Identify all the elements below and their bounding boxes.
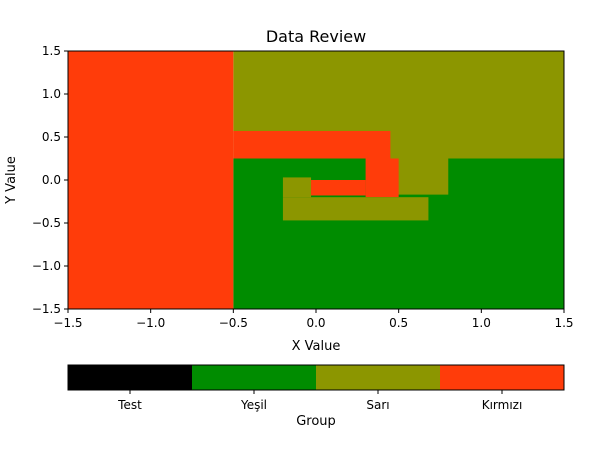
x-tick-label: 1.0 bbox=[472, 316, 491, 330]
y-tick-label: 0.0 bbox=[42, 173, 61, 187]
y-tick-label: 0.5 bbox=[42, 130, 61, 144]
colorbar-label: Group bbox=[296, 414, 336, 429]
x-tick-label: 0.0 bbox=[306, 316, 325, 330]
heatmap-region-8 bbox=[311, 180, 366, 196]
colorbar-swatch bbox=[440, 365, 564, 390]
colorbar-tick-label: Sarı bbox=[366, 398, 389, 412]
y-axis: −1.5 −1.0 −0.5 0.0 0.5 1.0 1.5 bbox=[32, 44, 68, 316]
x-tick-label: −1.5 bbox=[53, 316, 82, 330]
x-tick-label: 0.5 bbox=[389, 316, 408, 330]
heatmap-region-9 bbox=[68, 51, 234, 309]
colorbar-tick-label: Yeşil bbox=[240, 398, 267, 412]
heatmap-region-4 bbox=[233, 130, 391, 159]
colorbar-frame bbox=[67, 364, 565, 391]
y-axis-label: Y Value bbox=[4, 156, 19, 205]
colorbar: Test Yeşil Sarı Kırmızı bbox=[68, 365, 564, 412]
y-tick-label: −1.5 bbox=[32, 302, 61, 316]
heatmap-region-2 bbox=[390, 158, 449, 195]
y-tick-label: −0.5 bbox=[32, 216, 61, 230]
chart-title: Data Review bbox=[266, 27, 366, 46]
colorbar-swatch bbox=[316, 365, 440, 390]
y-tick-label: 1.5 bbox=[42, 44, 61, 58]
x-tick-label: −0.5 bbox=[219, 316, 248, 330]
x-tick-label: −1.0 bbox=[136, 316, 165, 330]
colorbar-tick-label: Test bbox=[117, 398, 142, 412]
colorbar-swatch bbox=[68, 365, 192, 390]
y-tick-label: −1.0 bbox=[32, 259, 61, 273]
heatmap-region-5 bbox=[365, 158, 399, 198]
heatmap-region-3 bbox=[448, 156, 564, 159]
heatmap-region-7 bbox=[282, 177, 312, 198]
x-axis: −1.5 −1.0 −0.5 0.0 0.5 1.0 1.5 bbox=[53, 309, 574, 330]
x-axis-label: X Value bbox=[292, 339, 341, 354]
heatmap-region-6 bbox=[282, 197, 429, 221]
y-tick-label: 1.0 bbox=[42, 87, 61, 101]
heatmap-regions bbox=[68, 51, 565, 309]
colorbar-swatch bbox=[192, 365, 316, 390]
colorbar-tick-label: Kırmızı bbox=[482, 398, 523, 412]
x-tick-label: 1.5 bbox=[554, 316, 573, 330]
